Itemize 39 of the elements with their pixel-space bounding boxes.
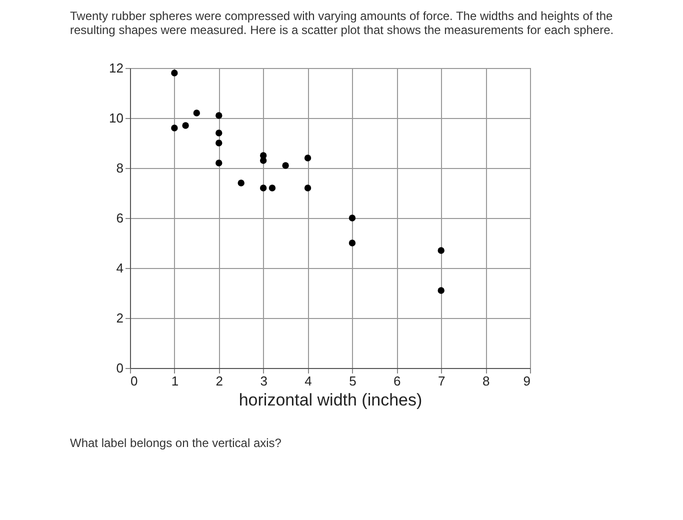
y-tick-label: 12 [109, 60, 124, 76]
x-tick-label: 1 [171, 374, 179, 388]
point [260, 157, 267, 164]
chart-title: Twenty rubber spheres were compressed with varying amounts of force. The widths and heights of the resulting shapes were measured. Here is a scatter plot that shows the measurements for each sphere. [70, 9, 614, 37]
point [348, 214, 356, 222]
y-tick-label: 10 [109, 110, 124, 126]
y-tick-label: 2 [116, 310, 124, 326]
point [268, 184, 276, 192]
x-tick-label: 9 [523, 374, 530, 388]
point [304, 184, 312, 192]
point [348, 240, 356, 246]
y-tick-label: 4 [116, 260, 124, 276]
point [260, 184, 267, 192]
x-tick-label: 2 [216, 374, 224, 388]
point [193, 110, 200, 116]
x-tick-label: 8 [482, 374, 490, 388]
point [304, 154, 312, 162]
point [171, 70, 178, 76]
point [171, 124, 178, 132]
x-tick-label: 3 [260, 374, 268, 388]
x-tick-label: 0 [130, 374, 138, 388]
x-tick-label: 7 [438, 374, 446, 388]
x-axis-title: horizontal width (inches) [238, 390, 422, 410]
point [216, 160, 222, 166]
y-tick-label: 8 [116, 160, 124, 176]
y-tick-label: 6 [116, 210, 124, 226]
text: What label belongs on the vertical axis? [70, 436, 282, 450]
point [238, 180, 244, 186]
y-tick-label: 0 [116, 360, 124, 376]
x-tick-label: 5 [349, 374, 356, 388]
point [216, 140, 222, 146]
point [182, 122, 189, 129]
point [216, 112, 222, 119]
x-tick-label: 6 [394, 374, 401, 388]
x-tick-label: 4 [304, 374, 312, 388]
point [438, 247, 444, 254]
point [282, 162, 289, 169]
point [438, 287, 444, 294]
point [216, 130, 222, 136]
